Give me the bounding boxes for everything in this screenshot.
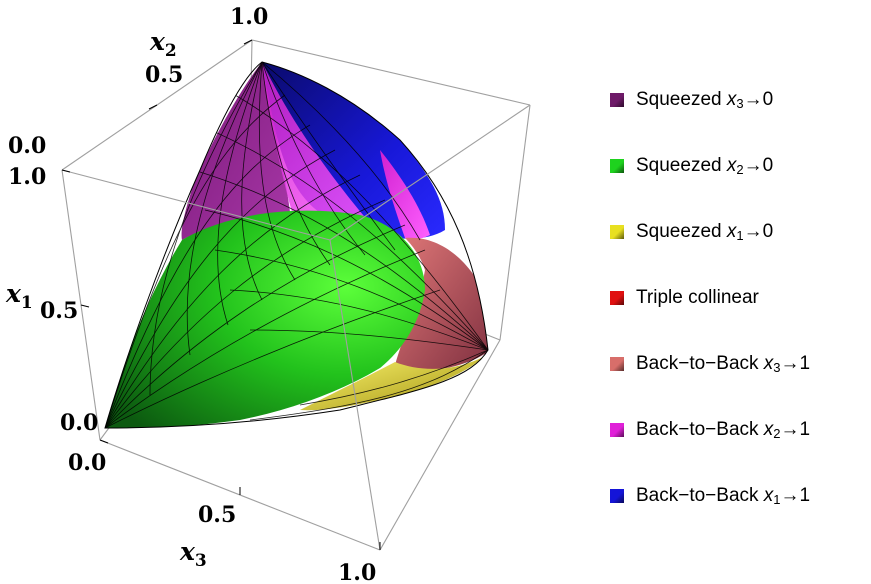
x3-tick-0: 0.0 [68, 450, 106, 476]
legend-label: Triple collinear [636, 287, 759, 308]
legend-swatch [610, 225, 624, 239]
legend-swatch [610, 357, 624, 371]
region-back-to-back-x2 [262, 62, 380, 235]
legend-label: Back−to−Back x2→1 [636, 419, 811, 441]
x2-tick-0: 0.0 [8, 133, 46, 159]
legend-label: Squeezed x2→0 [636, 155, 774, 177]
region-back-to-back-x3 [395, 237, 488, 371]
legend-label: Squeezed x3→0 [636, 89, 774, 111]
legend-swatch [610, 291, 624, 305]
surface-outline [104, 61, 489, 429]
x3-tick-1: 0.5 [198, 502, 236, 528]
3d-plot: 0.0 0.5 1.0 x2 1.0 0.5 0.0 x1 0.0 0.5 1.… [5, 4, 531, 584]
legend-swatch [610, 93, 624, 107]
legend-label: Back−to−Back x3→1 [636, 353, 811, 375]
x3-tick-2: 1.0 [338, 560, 376, 584]
legend-label: Back−to−Back x1→1 [636, 485, 811, 507]
legend-swatch [610, 159, 624, 173]
x3-axis-label: x3 [179, 537, 207, 571]
legend-label: Squeezed x1→0 [636, 221, 774, 243]
x1-axis-label: x1 [5, 279, 33, 313]
region-squeezed-x2 [105, 210, 425, 428]
tick-marks [61, 39, 381, 550]
x1-tick-2: 1.0 [8, 164, 46, 190]
x1-tick-0: 0.0 [60, 410, 98, 436]
x2-axis-label: x2 [149, 27, 177, 61]
x2-tick-1: 0.5 [145, 62, 183, 88]
region-back-to-back-x2-right [380, 150, 430, 240]
x2-tick-2: 1.0 [230, 4, 268, 30]
x1-tick-1: 0.5 [40, 298, 78, 324]
surface-mesh [105, 62, 488, 428]
surface [105, 62, 488, 428]
legend-swatch [610, 489, 624, 503]
legend-swatch [610, 423, 624, 437]
